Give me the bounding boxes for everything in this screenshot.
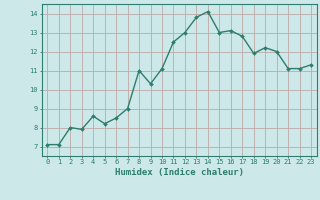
X-axis label: Humidex (Indice chaleur): Humidex (Indice chaleur)	[115, 168, 244, 177]
